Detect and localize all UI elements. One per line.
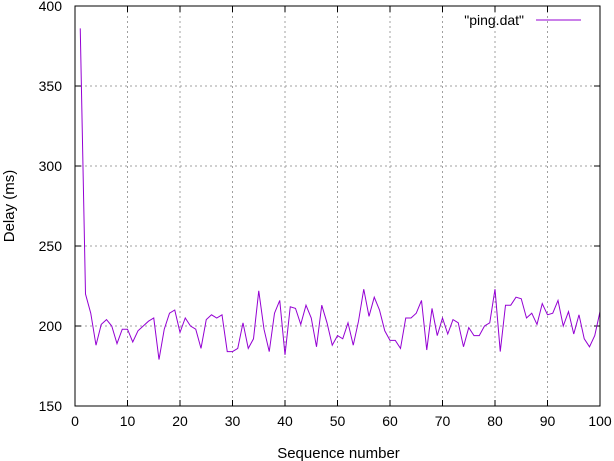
x-tick-label: 100 xyxy=(588,413,612,429)
x-axis-ticks: 0 10 20 30 40 50 60 70 80 90 100 xyxy=(71,6,612,429)
series-line-ping-dat xyxy=(79,28,601,360)
y-tick-label: 200 xyxy=(39,318,63,334)
y-axis-ticks: 150 200 250 300 350 400 xyxy=(39,0,600,414)
legend-label: "ping.dat" xyxy=(464,12,524,28)
y-tick-label: 400 xyxy=(39,0,63,14)
x-tick-label: 30 xyxy=(225,413,241,429)
y-tick-label: 300 xyxy=(39,158,63,174)
legend: "ping.dat" xyxy=(464,12,581,28)
grid-lines xyxy=(75,6,600,406)
y-tick-label: 150 xyxy=(39,398,63,414)
x-tick-label: 70 xyxy=(435,413,451,429)
x-tick-label: 60 xyxy=(382,413,398,429)
x-tick-label: 90 xyxy=(540,413,556,429)
x-tick-label: 80 xyxy=(487,413,503,429)
y-tick-label: 350 xyxy=(39,78,63,94)
x-tick-label: 0 xyxy=(71,413,79,429)
y-tick-label: 250 xyxy=(39,238,63,254)
x-tick-label: 50 xyxy=(330,413,346,429)
x-tick-label: 40 xyxy=(277,413,293,429)
plot-frame xyxy=(74,5,601,407)
x-tick-label: 20 xyxy=(172,413,188,429)
x-tick-label: 10 xyxy=(120,413,136,429)
y-axis-label: Delay (ms) xyxy=(1,170,18,243)
x-axis-label: Sequence number xyxy=(277,445,400,461)
